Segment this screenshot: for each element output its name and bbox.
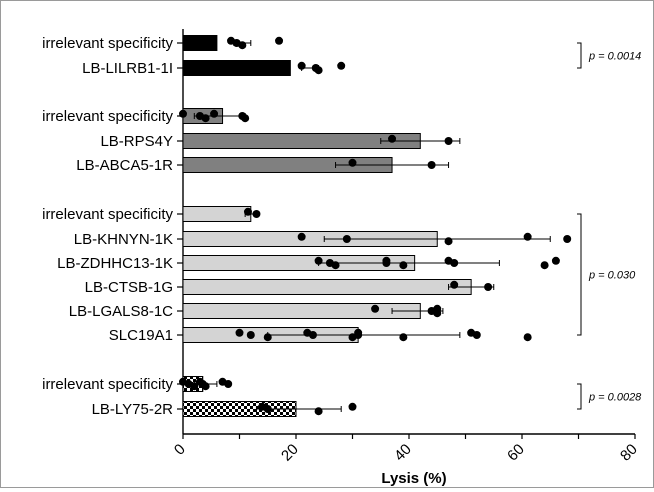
bar xyxy=(182,206,252,222)
data-point xyxy=(314,256,323,265)
data-point xyxy=(399,333,408,342)
p-value-label: p = 0.0028 xyxy=(588,392,642,404)
data-point xyxy=(348,158,357,167)
significance-bracket xyxy=(577,42,582,69)
data-point xyxy=(297,232,306,241)
data-point xyxy=(563,235,572,243)
data-point xyxy=(314,407,323,416)
data-point xyxy=(348,402,357,411)
data-point xyxy=(433,304,442,313)
category-labels: irrelevant specificity LB-LILRB1-1I irrele… xyxy=(42,35,173,418)
x-tick-label: 40 xyxy=(391,441,415,465)
data-point xyxy=(450,280,459,289)
bar xyxy=(182,35,218,51)
x-tick-label: 80 xyxy=(617,441,641,465)
data-point xyxy=(444,237,453,246)
data-point xyxy=(297,61,306,70)
data-point xyxy=(252,210,261,218)
data-point xyxy=(472,331,481,339)
p-value-label: p = 0.030 xyxy=(588,270,636,282)
data-point xyxy=(450,259,459,267)
data-point xyxy=(210,109,219,118)
data-point xyxy=(399,261,408,270)
x-axis-label: Lysis (%) xyxy=(381,470,446,487)
data-point xyxy=(263,405,272,413)
x-tick-label: 60 xyxy=(504,441,528,465)
data-point xyxy=(484,283,493,291)
bar xyxy=(182,60,291,76)
category-label: LB-KHNYN-1K xyxy=(74,231,173,248)
data-point xyxy=(540,261,549,270)
data-point xyxy=(179,109,187,118)
data-point xyxy=(308,331,317,339)
data-point xyxy=(238,41,247,50)
data-point xyxy=(263,333,272,342)
category-label: LB-RPS4Y xyxy=(100,133,173,150)
category-label: LB-LY75-2R xyxy=(92,401,174,418)
significance-bracket xyxy=(577,383,582,410)
significance-annotations: p = 0.0014 p = 0.030 p = 0.0028 xyxy=(577,42,642,410)
category-label: irrelevant specificity xyxy=(42,206,173,223)
bar xyxy=(182,303,421,319)
data-point xyxy=(243,207,252,216)
data-point xyxy=(342,235,351,243)
category-label: LB-LILRB1-1I xyxy=(82,60,173,77)
data-point xyxy=(241,114,250,123)
significance-bracket xyxy=(577,213,582,336)
category-label: LB-ZDHHC13-1K xyxy=(57,255,173,272)
x-tick-label: 20 xyxy=(278,441,302,465)
data-point xyxy=(331,261,340,270)
category-label: SLC19A1 xyxy=(109,327,173,344)
category-label: irrelevant specificity xyxy=(42,376,173,393)
data-point xyxy=(523,333,532,342)
category-label: LB-LGALS8-1C xyxy=(69,303,173,320)
x-tick-label: 0 xyxy=(171,441,189,459)
data-point xyxy=(275,36,284,45)
p-value-label: p = 0.0014 xyxy=(588,51,641,63)
data-point xyxy=(190,382,199,391)
data-point xyxy=(371,304,380,313)
data-point xyxy=(523,232,532,241)
category-label: irrelevant specificity xyxy=(42,108,173,125)
data-point xyxy=(201,382,210,391)
data-point xyxy=(235,328,244,337)
data-point xyxy=(314,66,323,75)
category-label: LB-ABCA5-1R xyxy=(76,157,173,174)
data-point xyxy=(382,259,391,267)
data-point xyxy=(388,134,397,143)
data-point xyxy=(246,331,255,339)
data-point xyxy=(551,256,560,265)
bars xyxy=(179,35,572,417)
data-point xyxy=(201,114,210,123)
data-point xyxy=(427,161,436,169)
category-label: LB-CTSB-1G xyxy=(85,279,173,296)
data-point xyxy=(224,380,233,388)
data-point xyxy=(444,137,453,145)
category-label: irrelevant specificity xyxy=(42,35,173,52)
bar xyxy=(182,279,472,295)
data-point xyxy=(354,331,363,339)
data-point xyxy=(337,61,346,70)
